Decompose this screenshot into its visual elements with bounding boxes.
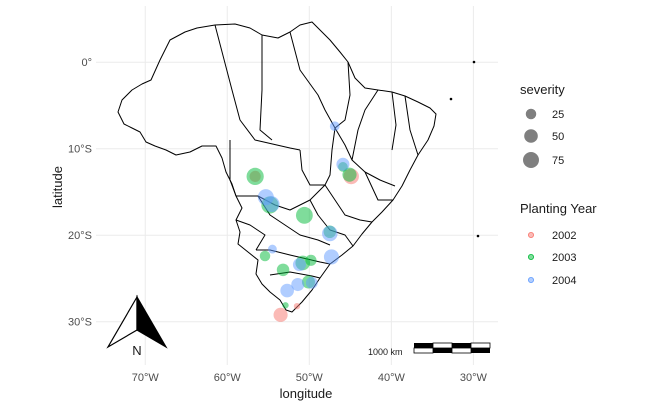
x-tick-label: 40°W [378,372,406,384]
data-point-2003-0 [246,167,264,186]
y-tick-label: 30°S [68,317,92,329]
data-point-2003-8 [342,167,357,182]
year-key-2004 [528,276,535,283]
scale-bar-segment-2 [432,342,453,349]
y-tick-label: 20°S [68,230,92,242]
scale-bar: 1000 km [368,342,491,357]
severity-key-label: 50 [552,131,564,143]
data-point-2002-2 [293,302,301,310]
year-key-label: 2003 [552,252,576,264]
severity-legend-title: severity [520,82,565,97]
scale-bar-segment-3 [452,343,471,348]
data-point-2004-9 [267,244,277,254]
data-point-2002-1 [273,307,288,322]
x-tick-label: 50°W [296,372,324,384]
severity-key-75 [523,152,539,168]
x-axis-title: longitude [280,386,333,401]
year-key-2003 [528,253,535,260]
year-key-label: 2002 [552,230,576,242]
planting-year-legend-entries: 2002 2003 2004 [528,230,576,287]
x-axis-ticks: 70°W 60°W 50°W 40°W 30°W [132,372,488,384]
severity-key-25 [525,108,537,120]
island-1 [449,97,453,101]
scale-bar-segment-1 [414,343,433,348]
country-outline [117,21,437,313]
data-point-2004-5 [329,121,340,132]
scale-bar-segment-4 [470,342,491,349]
y-tick-label: 10°S [68,144,92,156]
planting-year-legend: Planting Year 2002 2003 2004 [520,201,597,287]
data-point-2004-1 [263,196,280,213]
x-tick-label: 30°W [460,372,488,384]
x-tick-label: 70°W [132,372,160,384]
data-point-2003-6 [259,250,271,262]
island-3 [472,60,476,64]
severity-key-label: 75 [552,155,564,167]
year-key-2002 [528,231,535,238]
data-point-2004-6 [280,283,294,298]
data-point-2004-8 [292,258,306,272]
severity-legend-entries: 25 50 75 [523,108,564,168]
data-point-2004-2 [322,225,338,242]
data-point-2004-10 [305,276,318,289]
year-key-label: 2004 [552,275,576,287]
scale-bar-segment-8 [471,348,490,353]
scale-bar-segment-6 [433,348,452,353]
data-point-2004-4 [336,157,350,171]
scale-bar-label: 1000 km [368,347,403,357]
data-point-2003-11 [282,302,289,309]
y-axis-title: latitude [50,166,65,208]
north-arrow-right-half [136,294,168,349]
scale-bar-segment-5 [413,347,434,354]
data-point-2004-3 [323,249,340,265]
x-tick-label: 60°W [214,372,242,384]
data-point-2003-2 [295,206,313,224]
severity-key-label: 25 [552,109,564,121]
y-axis-ticks: 0° 10°S 20°S 30°S [68,57,92,329]
north-arrow-icon: N [106,294,168,358]
data-point-2003-5 [305,254,317,266]
north-arrow-label: N [132,343,141,358]
state-borders [214,24,419,279]
y-tick-label: 0° [81,57,92,69]
data-points [246,121,359,322]
severity-legend: severity 25 50 75 [520,82,565,168]
severity-key-50 [524,129,538,143]
planting-year-legend-title: Planting Year [520,201,597,216]
data-point-2003-4 [276,263,290,277]
scale-bar-segment-7 [451,347,472,354]
island-2 [476,234,480,238]
data-point-2004-7 [291,278,305,292]
